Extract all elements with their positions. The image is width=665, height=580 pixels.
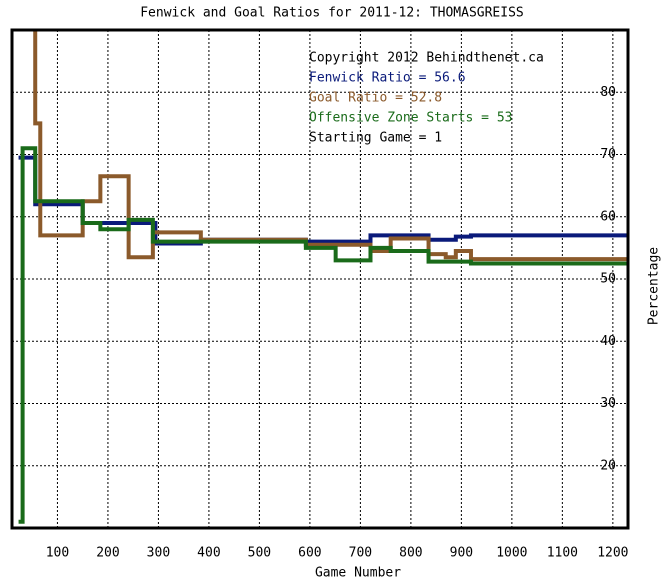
x-tick-label: 1200 [597,546,628,561]
y-axis-label: Percentage [647,247,662,325]
x-tick-label: 900 [450,546,473,561]
legend-entry: Goal Ratio = 52.8 [309,91,442,106]
x-tick-label: 300 [147,546,170,561]
x-tick-label: 1000 [496,546,527,561]
annotation: Copyright 2012 Behindthenet.ca [309,51,544,66]
y-tick-label: 70 [600,147,616,162]
x-tick-label: 200 [96,546,119,561]
plot-frame [10,28,630,530]
y-tick-label: 40 [600,334,616,349]
x-tick-label: 500 [248,546,271,561]
y-tick-label: 20 [600,458,616,473]
x-tick-label: 1100 [547,546,578,561]
y-tick-label: 50 [600,272,616,287]
x-tick-label: 600 [298,546,321,561]
y-tick-label: 80 [600,85,616,100]
x-axis-label: Game Number [315,566,401,580]
x-tick-label: 100 [46,546,69,561]
legend-entry: Offensive Zone Starts = 53 [309,111,513,126]
y-tick-label: 30 [600,396,616,411]
series-line [18,146,628,524]
y-tick-label: 60 [600,209,616,224]
chart-title: Fenwick and Goal Ratios for 2011-12: THO… [140,6,524,21]
x-tick-label: 700 [349,546,372,561]
annotation: Starting Game = 1 [309,131,442,146]
x-tick-label: 400 [197,546,220,561]
legend-entry: Fenwick Ratio = 56.6 [309,71,466,86]
x-tick-label: 800 [399,546,422,561]
